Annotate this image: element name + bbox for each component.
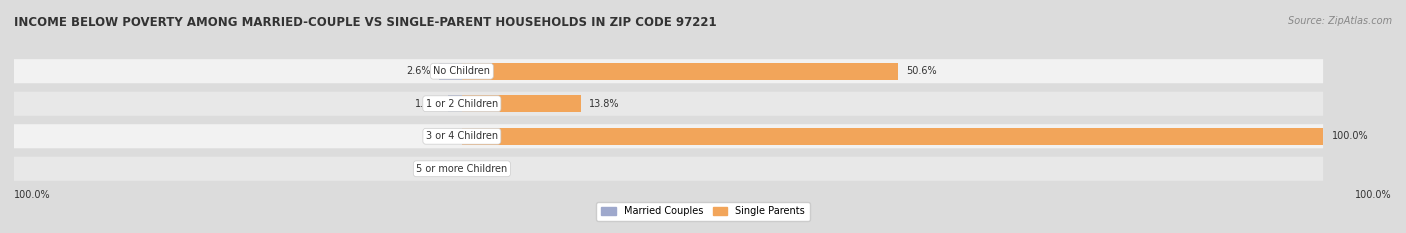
Legend: Married Couples, Single Parents: Married Couples, Single Parents xyxy=(596,202,810,221)
Text: 100.0%: 100.0% xyxy=(1331,131,1368,141)
Text: Source: ZipAtlas.com: Source: ZipAtlas.com xyxy=(1288,16,1392,26)
Text: 1 or 2 Children: 1 or 2 Children xyxy=(426,99,498,109)
Text: 3 or 4 Children: 3 or 4 Children xyxy=(426,131,498,141)
FancyBboxPatch shape xyxy=(0,92,1323,116)
Text: 13.8%: 13.8% xyxy=(589,99,620,109)
Text: 50.6%: 50.6% xyxy=(907,66,936,76)
Text: 0.0%: 0.0% xyxy=(475,164,499,174)
Text: 0.0%: 0.0% xyxy=(425,131,449,141)
Text: 1.6%: 1.6% xyxy=(415,99,440,109)
Text: No Children: No Children xyxy=(433,66,491,76)
Bar xyxy=(463,63,897,80)
FancyBboxPatch shape xyxy=(0,157,1323,181)
Bar xyxy=(463,95,581,112)
Text: 5 or more Children: 5 or more Children xyxy=(416,164,508,174)
Text: 2.6%: 2.6% xyxy=(406,66,430,76)
Bar xyxy=(440,63,463,80)
Text: 100.0%: 100.0% xyxy=(14,190,51,200)
Text: INCOME BELOW POVERTY AMONG MARRIED-COUPLE VS SINGLE-PARENT HOUSEHOLDS IN ZIP COD: INCOME BELOW POVERTY AMONG MARRIED-COUPL… xyxy=(14,16,717,29)
Bar xyxy=(449,95,463,112)
FancyBboxPatch shape xyxy=(0,124,1323,148)
Text: 100.0%: 100.0% xyxy=(1355,190,1392,200)
Text: 0.0%: 0.0% xyxy=(425,164,449,174)
Bar xyxy=(463,128,1323,145)
FancyBboxPatch shape xyxy=(0,59,1323,83)
